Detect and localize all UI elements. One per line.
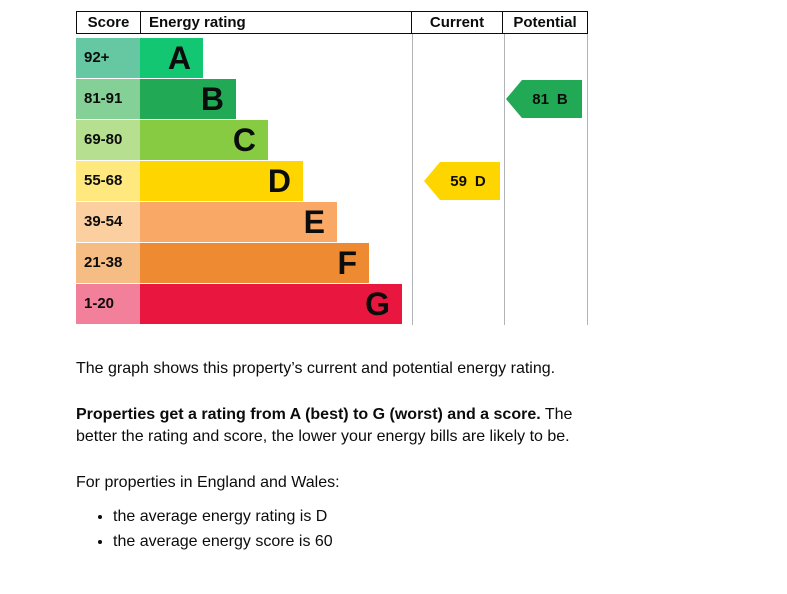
band-score-range: 69-80 xyxy=(76,120,140,160)
column-divider xyxy=(412,34,413,325)
band-bar: F xyxy=(140,243,369,283)
band-bar: E xyxy=(140,202,337,242)
band-bar: C xyxy=(140,120,268,160)
band-score-range: 81-91 xyxy=(76,79,140,119)
graph-description: The graph shows this property’s current … xyxy=(76,358,588,553)
band-score-range: 55-68 xyxy=(76,161,140,201)
band-bar: G xyxy=(140,284,402,324)
band-letter: B xyxy=(200,81,224,117)
list-item: the average energy rating is D xyxy=(113,506,588,528)
rating-explainer-rest: The better the rating and score, the low… xyxy=(76,406,573,445)
band-row-b: 81-91 B xyxy=(76,79,588,120)
band-row-a: 92+ A xyxy=(76,38,588,79)
band-row-e: 39-54 E xyxy=(76,202,588,243)
current-score-value: 59 xyxy=(450,172,467,190)
band-score-range: 39-54 xyxy=(76,202,140,242)
current-band-letter: D xyxy=(474,172,486,190)
band-row-f: 21-38 F xyxy=(76,243,588,284)
band-letter: G xyxy=(365,286,390,322)
page-content: Score Energy rating Current Potential 92… xyxy=(76,11,588,553)
header-current: Current xyxy=(411,12,503,33)
band-letter: F xyxy=(337,245,357,281)
header-score: Score xyxy=(77,12,141,33)
band-score-range: 92+ xyxy=(76,38,140,78)
band-row-d: 55-68 D xyxy=(76,161,588,202)
band-row-c: 69-80 C xyxy=(76,120,588,161)
region-line: For properties in England and Wales: xyxy=(76,474,340,491)
header-energy-rating: Energy rating xyxy=(149,14,246,31)
band-letter: D xyxy=(267,163,291,199)
column-divider xyxy=(504,34,505,325)
band-row-g: 1-20 G xyxy=(76,284,588,325)
band-letter: A xyxy=(167,40,191,76)
average-stats-list: the average energy rating is D the avera… xyxy=(76,506,588,553)
band-bar: A xyxy=(140,38,203,78)
rating-explainer-paragraph: Properties get a rating from A (best) to… xyxy=(76,404,588,448)
rating-explainer-bold: Properties get a rating from A (best) to… xyxy=(76,406,541,423)
current-rating-marker: 59 D xyxy=(424,162,500,200)
band-bar: B xyxy=(140,79,236,119)
potential-band-letter: B xyxy=(556,90,568,108)
potential-rating-marker: 81 B xyxy=(506,80,582,118)
graph-body: 92+ A 81-91 B 69-80 C 55-68 D xyxy=(76,34,588,325)
intro-paragraph: The graph shows this property’s current … xyxy=(76,360,556,377)
energy-rating-graph: Score Energy rating Current Potential 92… xyxy=(76,11,588,325)
band-bar: D xyxy=(140,161,303,201)
band-letter: C xyxy=(232,122,256,158)
band-score-range: 1-20 xyxy=(76,284,140,324)
band-score-range: 21-38 xyxy=(76,243,140,283)
band-letter: E xyxy=(303,204,325,240)
column-divider xyxy=(587,34,588,325)
list-item: the average energy score is 60 xyxy=(113,531,588,553)
potential-score-value: 81 xyxy=(532,90,549,108)
graph-header-row: Score Energy rating Current Potential xyxy=(76,11,588,34)
header-potential: Potential xyxy=(513,14,577,31)
